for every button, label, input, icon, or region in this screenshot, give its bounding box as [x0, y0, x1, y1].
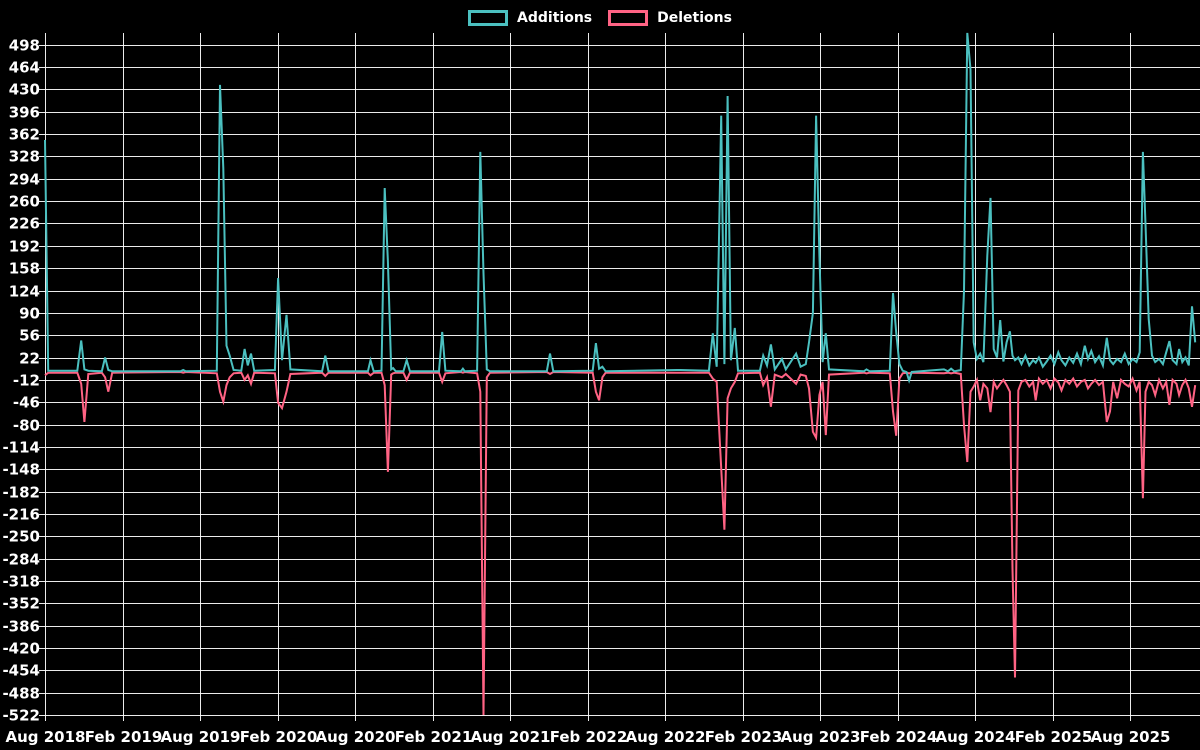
x-tick-label: Aug 2018 — [6, 728, 86, 746]
y-tick-label: -114 — [2, 439, 40, 457]
y-tick-label: -386 — [2, 618, 40, 636]
x-tick-label: Feb 2025 — [1015, 728, 1093, 746]
x-tick-label: Feb 2024 — [860, 728, 938, 746]
y-tick-label: -148 — [2, 461, 40, 479]
x-tick-label: Aug 2023 — [781, 728, 861, 746]
x-tick-label: Aug 2025 — [1091, 728, 1171, 746]
y-tick-label: -46 — [13, 394, 40, 412]
y-tick-label: -250 — [2, 528, 40, 546]
y-tick-label: 294 — [9, 171, 40, 189]
y-tick-label: -420 — [2, 640, 40, 658]
x-tick-label: Aug 2022 — [626, 728, 706, 746]
y-tick-label: 158 — [9, 260, 40, 278]
y-tick-label: 328 — [9, 148, 40, 166]
y-tick-label: -216 — [2, 506, 40, 524]
x-tick-label: Feb 2020 — [240, 728, 318, 746]
legend-label-deletions: Deletions — [657, 10, 732, 26]
y-tick-label: 22 — [19, 350, 40, 368]
y-tick-label: -318 — [2, 573, 40, 591]
x-tick-label: Aug 2020 — [316, 728, 396, 746]
x-tick-label: Feb 2019 — [85, 728, 163, 746]
y-tick-label: 56 — [19, 327, 40, 345]
legend-item-deletions[interactable]: Deletions — [608, 10, 732, 26]
chart-legend: Additions Deletions — [0, 6, 1200, 30]
y-tick-label: 498 — [9, 37, 40, 55]
x-tick-label: Aug 2019 — [161, 728, 241, 746]
series-line-additions — [44, 32, 1197, 384]
x-tick-label: Feb 2021 — [395, 728, 473, 746]
legend-item-additions[interactable]: Additions — [468, 10, 592, 26]
x-tick-label: Feb 2023 — [705, 728, 783, 746]
y-tick-label: -352 — [2, 595, 40, 613]
y-tick-label: 260 — [9, 193, 40, 211]
legend-swatch-additions — [468, 10, 509, 26]
y-tick-label: 192 — [9, 238, 40, 256]
y-tick-label: 226 — [9, 215, 40, 233]
y-tick-label: -284 — [2, 551, 40, 569]
legend-swatch-deletions — [608, 10, 649, 26]
x-tick-label: Feb 2022 — [550, 728, 628, 746]
y-tick-label: -454 — [2, 662, 40, 680]
y-tick-label: 362 — [9, 126, 40, 144]
y-tick-label: -182 — [2, 484, 40, 502]
y-tick-label: -488 — [2, 685, 40, 703]
y-tick-label: -12 — [13, 372, 40, 390]
y-tick-label: 124 — [9, 283, 40, 301]
y-tick-label: 396 — [9, 104, 40, 122]
y-tick-label: 90 — [19, 305, 40, 323]
y-tick-label: 464 — [9, 59, 40, 77]
y-tick-label: -80 — [13, 417, 40, 435]
legend-label-additions: Additions — [517, 10, 593, 26]
y-tick-label: -522 — [2, 707, 40, 725]
x-tick-label: Aug 2024 — [936, 728, 1016, 746]
x-tick-label: Aug 2021 — [471, 728, 551, 746]
y-tick-label: 430 — [9, 81, 40, 99]
series-line-deletions — [44, 370, 1197, 716]
